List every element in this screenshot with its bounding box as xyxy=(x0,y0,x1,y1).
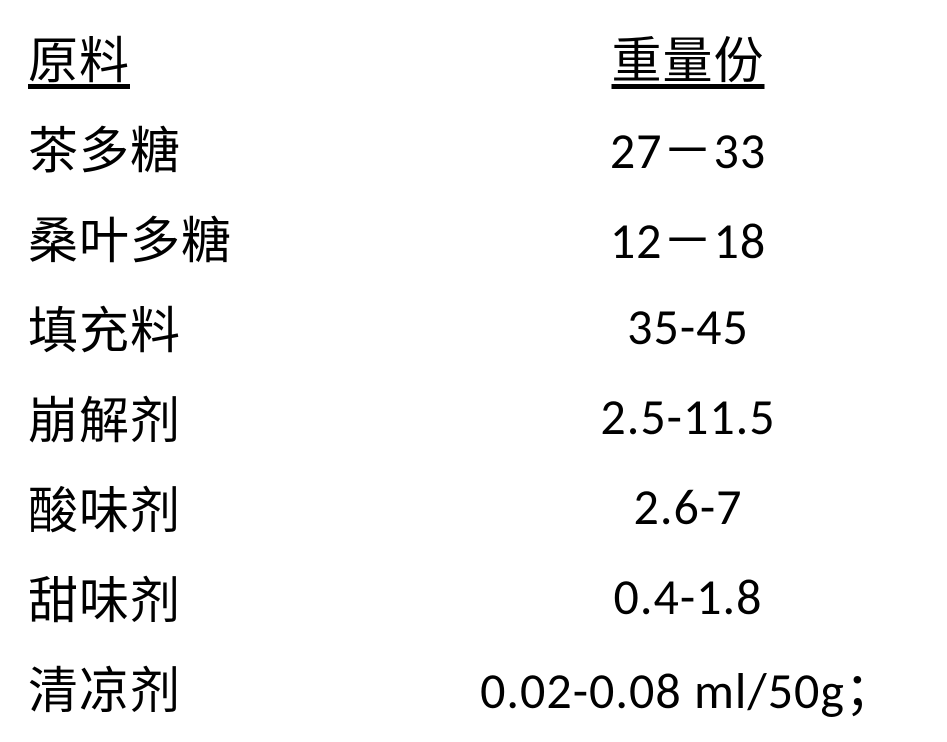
ingredient-name: 清凉剂 xyxy=(28,651,468,723)
header-weight: 重量份 xyxy=(468,21,908,93)
table-row: 酸味剂 2.6-7 xyxy=(28,462,947,552)
table-row: 桑叶多糖 12－18 xyxy=(28,192,947,282)
table-row: 清凉剂 0.02-0.08 ml/50g； xyxy=(28,642,947,732)
ingredient-value: 2.5-11.5 xyxy=(468,387,908,448)
table-row: 茶多糖 27－33 xyxy=(28,102,947,192)
ingredient-name: 茶多糖 xyxy=(28,111,468,183)
header-ingredient: 原料 xyxy=(28,21,468,93)
ingredient-value: 2.6-7 xyxy=(468,477,908,538)
ingredient-value: 27－33 xyxy=(468,111,908,183)
ingredient-value: 35-45 xyxy=(468,297,908,358)
table-row: 崩解剂 2.5-11.5 xyxy=(28,372,947,462)
ingredient-value: 0.4-1.8 xyxy=(468,567,908,628)
ingredient-value: 0.02-0.08 ml/50g； xyxy=(468,651,908,723)
ingredient-name: 酸味剂 xyxy=(28,471,468,543)
table-header-row: 原料 重量份 xyxy=(28,12,947,102)
ingredient-name: 填充料 xyxy=(28,291,468,363)
ingredient-name: 甜味剂 xyxy=(28,561,468,633)
ingredient-name: 崩解剂 xyxy=(28,381,468,453)
table-row: 甜味剂 0.4-1.8 xyxy=(28,552,947,642)
ingredient-table: 原料 重量份 茶多糖 27－33 桑叶多糖 12－18 填充料 35-45 崩解… xyxy=(0,0,947,742)
ingredient-name: 桑叶多糖 xyxy=(28,201,468,273)
table-row: 填充料 35-45 xyxy=(28,282,947,372)
ingredient-value: 12－18 xyxy=(468,201,908,273)
